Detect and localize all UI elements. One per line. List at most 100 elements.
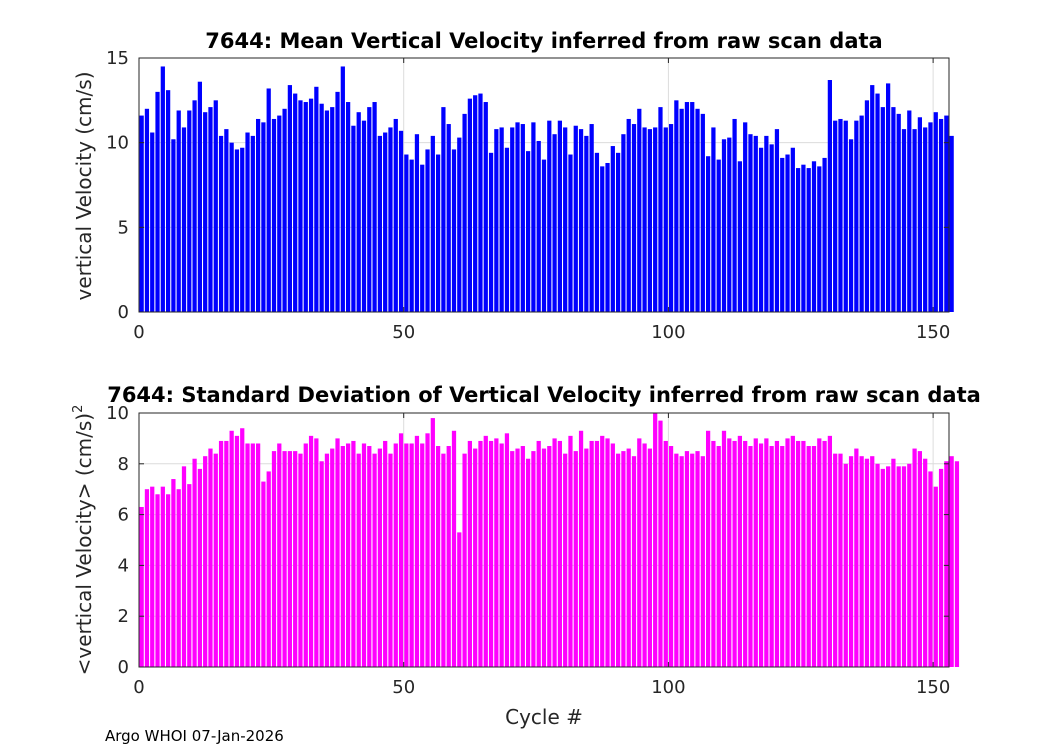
bar — [404, 443, 409, 667]
bar — [160, 486, 165, 667]
bar — [642, 443, 647, 667]
y-tick-label: 0 — [118, 657, 129, 678]
bar — [653, 127, 658, 313]
bar — [234, 435, 240, 667]
bar — [605, 438, 610, 667]
bar — [467, 440, 472, 667]
bar — [886, 466, 891, 667]
bar — [287, 85, 292, 312]
bar — [838, 118, 843, 313]
bar — [271, 451, 277, 667]
bar — [880, 107, 885, 312]
bar — [144, 108, 150, 312]
bar — [462, 453, 467, 667]
bar — [774, 129, 780, 312]
bar — [436, 154, 441, 312]
bar — [695, 108, 700, 312]
bar — [398, 130, 404, 312]
bar — [721, 139, 727, 312]
bar — [578, 129, 584, 312]
bar — [594, 440, 600, 667]
bar — [356, 453, 361, 667]
bar — [631, 456, 637, 667]
bar — [684, 102, 690, 312]
bar — [155, 91, 160, 313]
bar — [515, 448, 520, 667]
bar — [224, 129, 229, 312]
bar — [218, 135, 224, 312]
bar — [266, 88, 271, 312]
bar — [600, 166, 605, 312]
bar — [367, 107, 372, 312]
bar — [880, 468, 885, 667]
bar — [827, 80, 832, 312]
bar — [197, 468, 202, 667]
bar — [462, 113, 467, 312]
bar — [192, 458, 197, 667]
bar — [303, 102, 308, 312]
bar — [568, 154, 573, 312]
std-velocity-chart: 0 50 100 150 0 2 4 6 8 10 7644: Standard Deviatio… — [71, 383, 981, 729]
bar — [319, 103, 324, 312]
bar — [208, 107, 213, 312]
bar — [658, 107, 663, 312]
bar — [340, 446, 345, 667]
bar — [240, 428, 245, 667]
bar — [557, 440, 562, 667]
footer-credit: Argo WHOI 07-Jan-2026 — [105, 727, 284, 745]
bar — [277, 443, 282, 667]
bar — [467, 98, 472, 312]
bar — [700, 456, 705, 667]
plot-area: 0 50 100 150 0 2 4 6 8 10 — [106, 403, 960, 698]
bar — [361, 443, 367, 667]
bar — [213, 453, 218, 667]
bar — [616, 453, 621, 667]
y-tick-label: 15 — [106, 48, 129, 69]
bar — [547, 446, 552, 667]
bar — [446, 446, 451, 667]
bar — [250, 135, 255, 312]
bar — [610, 146, 615, 312]
bar — [563, 127, 568, 313]
bar — [891, 458, 896, 667]
bar — [764, 135, 769, 312]
bar — [324, 110, 330, 313]
bar — [245, 443, 250, 667]
bar — [859, 115, 864, 312]
bar — [896, 113, 901, 312]
bar — [324, 453, 330, 667]
bar — [473, 448, 478, 667]
bar — [917, 451, 922, 667]
bar — [663, 127, 668, 313]
axes-box — [138, 412, 950, 668]
bar — [425, 433, 430, 667]
bar — [372, 453, 377, 667]
bar — [769, 446, 774, 667]
y-tick-label: 0 — [118, 302, 129, 323]
bar — [446, 124, 451, 312]
bar — [743, 122, 748, 312]
bar — [864, 100, 870, 312]
bar — [901, 466, 907, 667]
bar — [541, 448, 547, 667]
bar — [478, 440, 483, 667]
bar — [277, 115, 282, 312]
bar — [308, 98, 314, 312]
bar — [356, 112, 361, 312]
bar — [499, 443, 504, 667]
bar — [790, 147, 795, 312]
bar — [393, 118, 398, 313]
bar — [949, 135, 954, 312]
y-tick-label: 8 — [118, 454, 129, 475]
bar — [690, 102, 695, 312]
bar — [287, 451, 292, 667]
bar — [626, 118, 631, 313]
bar — [139, 115, 144, 312]
bar — [372, 102, 377, 312]
bar — [589, 440, 594, 667]
bar — [848, 139, 854, 312]
x-tick-label: 50 — [392, 677, 415, 698]
bar — [436, 446, 441, 667]
bar — [340, 66, 345, 312]
